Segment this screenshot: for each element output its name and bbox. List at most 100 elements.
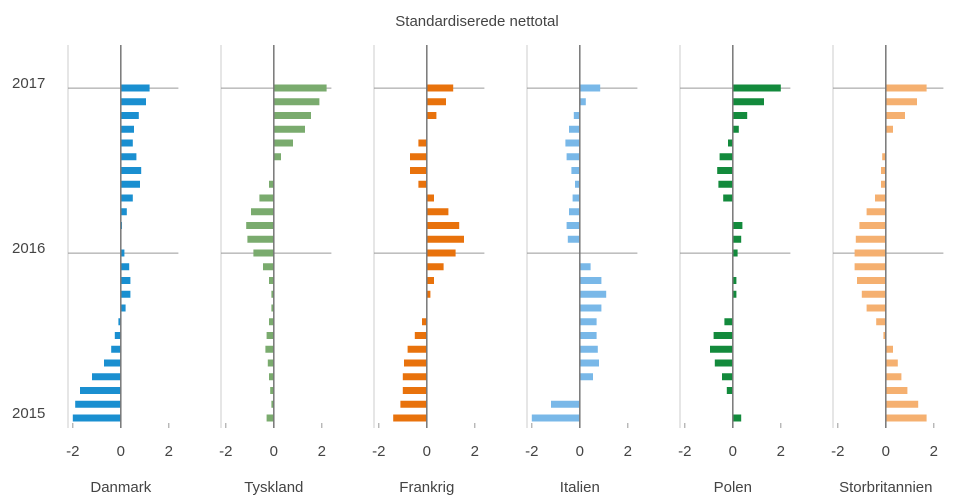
bar [579, 290, 607, 298]
bar [866, 208, 886, 216]
x-tick-label: 2 [624, 443, 632, 460]
bar [571, 167, 580, 174]
x-tick-label: 2 [165, 443, 173, 460]
bar [885, 400, 919, 408]
bar [861, 290, 886, 298]
bar [723, 194, 733, 202]
bar [266, 332, 274, 339]
bar [724, 318, 733, 326]
bar [569, 208, 580, 216]
x-tick-label: -2 [219, 443, 232, 460]
bar [876, 318, 886, 326]
x-tick-label: 2 [318, 443, 326, 460]
panel-label: Storbritannien [839, 479, 932, 496]
bar [857, 277, 886, 284]
bar [393, 414, 427, 422]
bar [426, 194, 434, 202]
bar [269, 373, 274, 381]
bar [273, 125, 305, 133]
bar [104, 359, 121, 367]
bar [854, 249, 886, 257]
bar [92, 373, 121, 381]
x-tick-label: 0 [576, 443, 584, 460]
bar [80, 387, 121, 394]
bar [885, 345, 893, 353]
bar [269, 180, 274, 188]
bar [426, 249, 456, 257]
bar [426, 98, 446, 106]
bar [270, 387, 274, 394]
bar [426, 84, 454, 92]
x-tick-label: -2 [372, 443, 385, 460]
bar [120, 194, 133, 202]
bar [885, 387, 908, 394]
bar [120, 98, 146, 106]
bar [120, 139, 133, 147]
bar [410, 153, 427, 161]
x-tick-label: -2 [831, 443, 844, 460]
x-tick-label: 0 [117, 443, 125, 460]
bar [271, 400, 274, 408]
x-tick-label: 0 [270, 443, 278, 460]
bar [263, 263, 274, 271]
bar [120, 125, 134, 133]
bar [120, 208, 127, 216]
bar [859, 222, 886, 229]
x-tick-label: 2 [930, 443, 938, 460]
bar [120, 263, 130, 271]
bar [72, 414, 121, 422]
bar [569, 125, 580, 133]
bar [120, 167, 142, 174]
y-tick-label: 2015 [12, 405, 45, 422]
bar [875, 194, 886, 202]
bar [418, 139, 427, 147]
bar [575, 180, 580, 188]
bar [567, 235, 580, 243]
bar [728, 139, 733, 147]
bar [531, 414, 580, 422]
bar [407, 345, 427, 353]
panel-label: Danmark [90, 479, 151, 496]
bar [120, 112, 139, 119]
bar [271, 290, 274, 298]
bar [426, 235, 464, 243]
bar [566, 153, 580, 161]
bar [269, 277, 274, 284]
bar [732, 125, 739, 133]
x-tick-label: 2 [471, 443, 479, 460]
bar [426, 208, 449, 216]
panel-label: Polen [714, 479, 752, 496]
bar [732, 98, 764, 106]
bar [118, 318, 121, 326]
bar [713, 332, 733, 339]
bar [251, 208, 274, 216]
bar [566, 222, 580, 229]
bar [579, 345, 598, 353]
bar [732, 290, 737, 298]
y-tick-label: 2017 [12, 75, 45, 92]
bar [714, 359, 733, 367]
bar [120, 84, 150, 92]
bar [579, 359, 599, 367]
bar [881, 167, 886, 174]
bar [882, 153, 886, 161]
bar [426, 290, 431, 298]
bar [885, 359, 898, 367]
bar [426, 112, 437, 119]
bar [246, 222, 274, 229]
bar [710, 345, 733, 353]
bar [579, 84, 601, 92]
bar [266, 414, 274, 422]
bar [422, 318, 427, 326]
bar [259, 194, 274, 202]
bar [271, 304, 274, 312]
bar [866, 304, 886, 312]
bar [579, 263, 591, 271]
bar [572, 194, 580, 202]
bar [404, 359, 427, 367]
panel-label: Frankrig [399, 479, 454, 496]
bar [885, 125, 893, 133]
x-tick-label: 0 [882, 443, 890, 460]
bar [717, 167, 733, 174]
x-tick-label: -2 [66, 443, 79, 460]
